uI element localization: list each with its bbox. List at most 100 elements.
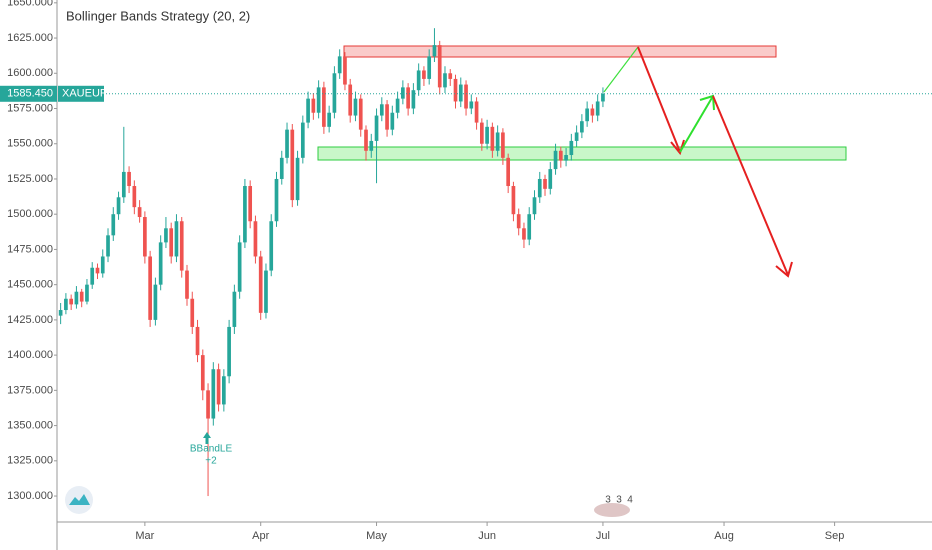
logo-mark <box>69 494 90 505</box>
y-tick-label: 1300.000 <box>7 490 53 502</box>
candle-body <box>553 150 558 170</box>
candle-body <box>453 78 458 102</box>
candle-body <box>532 197 537 215</box>
candle-body <box>200 355 205 391</box>
candle-body <box>243 186 247 243</box>
candle-body <box>564 155 568 161</box>
candle-body <box>343 56 347 85</box>
candle-body <box>437 45 442 88</box>
y-tick-label: 1525.000 <box>7 173 53 185</box>
candle-body <box>216 369 221 405</box>
candle-body <box>369 140 374 151</box>
candle-body <box>195 326 200 356</box>
candle-body <box>490 126 495 151</box>
candles <box>58 28 605 497</box>
candle-body <box>222 376 226 405</box>
candle-body <box>179 221 184 271</box>
x-tick-label: Jul <box>596 530 610 542</box>
x-tick-label: Mar <box>135 530 154 542</box>
candle-body <box>143 217 147 257</box>
candle-body <box>548 169 553 189</box>
y-tick-label: 1500.000 <box>7 208 53 220</box>
candle-body <box>279 157 284 179</box>
candle-body <box>422 70 426 79</box>
candle-body <box>237 242 242 292</box>
candle-body <box>495 132 500 151</box>
arrow-head <box>775 261 793 278</box>
candle-body <box>153 284 158 320</box>
candle-body <box>590 108 595 116</box>
arrow-down <box>712 95 789 276</box>
candle-body <box>127 171 131 187</box>
resistance-zone <box>343 45 777 58</box>
y-tick-label: 1425.000 <box>7 314 53 326</box>
candle-body <box>448 73 453 79</box>
x-tick-label: Sep <box>825 530 845 542</box>
candle-body <box>264 270 268 313</box>
candle-body <box>132 186 137 208</box>
logo <box>65 486 93 514</box>
candle-body <box>595 101 600 116</box>
x-tick-label: Apr <box>252 530 269 542</box>
candle-body <box>295 157 300 201</box>
signal-arrow <box>203 432 211 444</box>
candle-body <box>585 108 589 122</box>
drawings <box>317 45 847 278</box>
candle-body <box>374 115 379 141</box>
y-tick-label: 1625.000 <box>7 32 53 44</box>
candle-body <box>353 98 358 116</box>
candle-body <box>185 270 189 299</box>
y-tick-label: 1325.000 <box>7 455 53 467</box>
candle-body <box>574 132 579 141</box>
candle-body <box>311 98 316 113</box>
y-tick-label: 1475.000 <box>7 243 53 255</box>
candle-body <box>485 126 489 144</box>
candle-body <box>300 122 305 158</box>
arrow-head <box>670 139 685 156</box>
candle-body <box>543 178 547 189</box>
y-tick-label: 1450.000 <box>7 279 53 291</box>
candle-body <box>527 214 532 240</box>
candle-body <box>106 235 110 257</box>
candle-body <box>427 56 432 79</box>
candle-body <box>258 256 263 313</box>
candle-body <box>411 90 416 109</box>
candle-body <box>69 298 74 305</box>
candle-body <box>232 291 237 327</box>
candle-body <box>322 87 326 127</box>
candle-body <box>116 197 121 215</box>
candle-body <box>111 214 116 236</box>
candle-body <box>569 140 574 156</box>
candle-body <box>558 150 563 161</box>
candle-body <box>248 186 253 222</box>
candle-body <box>206 390 210 419</box>
candle-body <box>90 267 95 285</box>
candle-body <box>458 84 463 102</box>
symbol-label: XAUEUR <box>62 88 108 100</box>
arrow-down <box>637 46 681 153</box>
y-tick-label: 1350.000 <box>7 419 53 431</box>
candle-body <box>79 291 84 302</box>
candle-body <box>306 98 310 123</box>
candle-body <box>390 112 395 130</box>
candle-body <box>74 291 79 305</box>
candle-body <box>358 98 363 130</box>
x-tick-label: Aug <box>714 530 734 542</box>
y-tick-label: 1400.000 <box>7 349 53 361</box>
candle-body <box>601 93 605 102</box>
candle-body <box>501 132 505 158</box>
candle-body <box>379 104 384 116</box>
candle-body <box>348 84 353 116</box>
candle-body <box>290 129 295 201</box>
candle-body <box>479 122 484 144</box>
candle-body <box>316 87 321 113</box>
candle-body <box>364 129 368 151</box>
candle-body <box>406 87 410 109</box>
y-tick-label: 1650.000 <box>7 0 53 9</box>
x-tick-label: May <box>366 530 387 542</box>
candle-body <box>148 256 152 320</box>
candle-body <box>474 101 479 123</box>
candle-body <box>522 228 526 240</box>
x-tick-label: Jun <box>478 530 496 542</box>
